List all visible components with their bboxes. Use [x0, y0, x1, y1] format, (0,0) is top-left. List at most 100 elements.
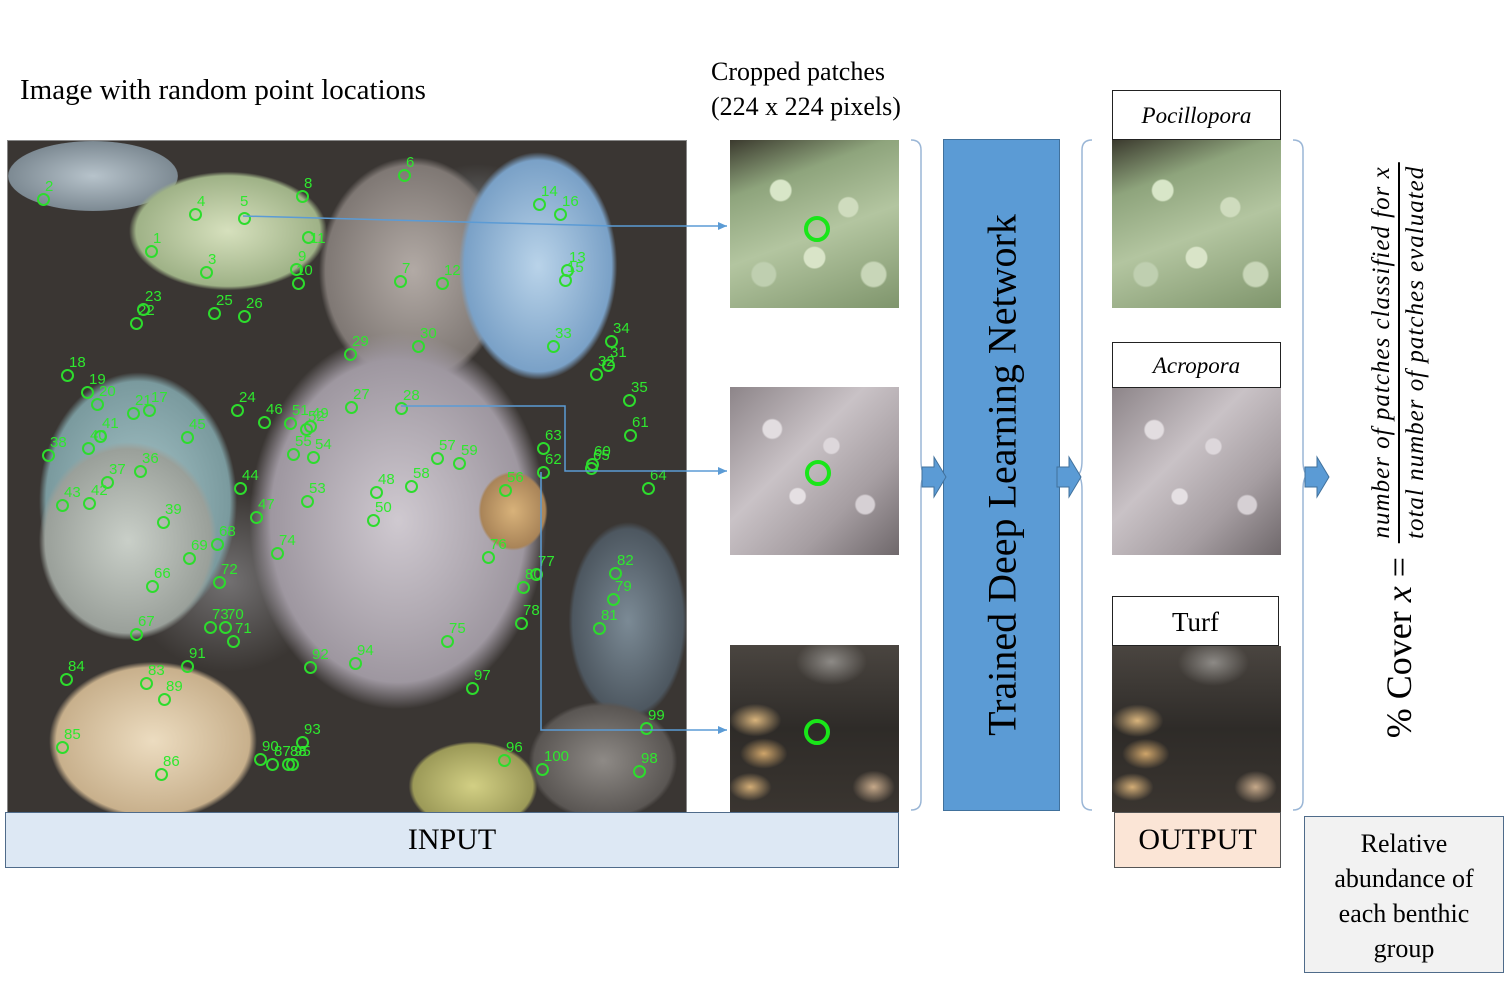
sample-point-label: 49: [312, 405, 329, 422]
output-section: OUTPUT: [1114, 812, 1281, 868]
sample-point-marker: [300, 423, 313, 436]
patches-title-line1: Cropped patches: [711, 57, 886, 86]
sample-point-label: 50: [375, 499, 392, 516]
sample-point-label: 81: [601, 607, 618, 624]
sample-point-marker: [412, 340, 425, 353]
sample-point-label: 16: [562, 193, 579, 210]
sample-point-marker: [345, 401, 358, 414]
sample-point-label: 69: [191, 537, 208, 554]
output-label-acropora: Acropora: [1112, 342, 1281, 388]
sample-point-marker: [211, 538, 224, 551]
sample-point-marker: [498, 754, 511, 767]
sample-point-marker: [607, 593, 620, 606]
patch-pocillopora: [730, 140, 899, 308]
sample-point-label: 55: [295, 433, 312, 450]
sample-point-marker: [227, 635, 240, 648]
sample-point-marker: [42, 449, 55, 462]
sample-point-label: 28: [403, 387, 420, 404]
sample-point-marker: [349, 657, 362, 670]
flow-arrow-to-network: [921, 455, 947, 499]
sample-point-label: 2: [45, 178, 54, 195]
sample-point-label: 78: [523, 602, 540, 619]
sample-point-marker: [82, 442, 95, 455]
sample-point-marker: [593, 622, 606, 635]
sample-point-marker: [258, 416, 271, 429]
sample-point-label: 6: [406, 154, 415, 171]
output-label-text: Turf: [1171, 607, 1220, 637]
sample-point-label: 48: [378, 471, 395, 488]
sample-point-label: 62: [545, 451, 562, 468]
sample-point-label: 23: [145, 288, 162, 305]
sample-point-marker: [590, 368, 603, 381]
relative-line-4: group: [1373, 934, 1435, 963]
sample-point-label: 80: [525, 566, 542, 583]
sample-point-label: 77: [538, 553, 555, 570]
reef-image: 1 2 3 4 5 6 7 8 9 10 11 12 13 14 15 16 17 18 19 20 21 22 23 24 2…: [7, 140, 687, 814]
sample-point-marker: [292, 277, 305, 290]
sample-point-label: 19: [89, 371, 106, 388]
flow-arrow-to-output: [1056, 455, 1082, 499]
sample-point-marker: [271, 547, 284, 560]
sample-point-label: 27: [353, 386, 370, 403]
sample-point-marker: [56, 499, 69, 512]
sample-point-label: 13: [569, 249, 586, 266]
sample-point-marker: [623, 394, 636, 407]
sample-point-label: 92: [312, 646, 329, 663]
relative-abundance-box: Relative abundance of each benthic group: [1304, 816, 1504, 973]
patch-turf: [730, 645, 899, 812]
sample-point-marker: [515, 617, 528, 630]
sample-point-label: 89: [166, 678, 183, 695]
patch-center-marker: [804, 719, 830, 745]
sample-point-label: 9: [298, 248, 307, 265]
sample-point-marker: [344, 348, 357, 361]
sample-point-label: 1: [153, 230, 162, 247]
sample-point-label: 36: [142, 450, 159, 467]
sample-point-label: 97: [474, 667, 491, 684]
patches-title: Cropped patches (224 x 224 pixels): [711, 54, 901, 124]
sample-point-label: 60: [594, 443, 611, 460]
sample-point-marker: [642, 482, 655, 495]
sample-point-label: 85: [64, 726, 81, 743]
output-label-turf: Turf: [1112, 596, 1279, 646]
sample-point-label: 72: [221, 561, 238, 578]
sample-point-marker: [394, 275, 407, 288]
sample-point-label: 17: [151, 389, 168, 406]
sample-point-marker: [554, 208, 567, 221]
sample-point-label: 5: [240, 193, 249, 210]
sample-point-marker: [482, 551, 495, 564]
sample-point-label: 71: [235, 620, 252, 637]
sample-point-marker: [640, 722, 653, 735]
sample-point-marker: [183, 552, 196, 565]
sample-point-marker: [250, 511, 263, 524]
sample-point-marker: [466, 682, 479, 695]
sample-point-label: 8: [304, 175, 313, 192]
sample-point-label: 46: [266, 401, 283, 418]
sample-point-marker: [287, 448, 300, 461]
sample-point-marker: [143, 404, 156, 417]
sample-point-marker: [286, 758, 299, 771]
sample-point-marker: [499, 484, 512, 497]
sample-point-marker: [204, 621, 217, 634]
sample-point-label: 73: [212, 606, 229, 623]
sample-point-label: 32: [598, 353, 615, 370]
sample-point-label: 26: [246, 295, 263, 312]
sample-point-marker: [181, 660, 194, 673]
sample-point-label: 11: [310, 230, 326, 247]
sample-point-marker: [296, 190, 309, 203]
sample-point-label: 52: [308, 408, 325, 425]
coral-blob: [478, 471, 548, 551]
output-label-text: Acropora: [1152, 353, 1241, 378]
connector-line-point-28: [401, 405, 727, 475]
sample-point-marker: [91, 398, 104, 411]
sample-point-marker: [370, 486, 383, 499]
coral-blob: [568, 521, 686, 721]
sample-point-label: 96: [506, 739, 523, 756]
sample-point-marker: [158, 693, 171, 706]
sample-point-label: 74: [279, 532, 296, 549]
sample-point-marker: [94, 430, 107, 443]
sample-point-marker: [238, 310, 251, 323]
sample-point-label: 90: [262, 738, 279, 755]
sample-point-marker: [127, 407, 140, 420]
sample-point-label: 84: [68, 658, 85, 675]
sample-point-label: 31: [610, 344, 627, 361]
